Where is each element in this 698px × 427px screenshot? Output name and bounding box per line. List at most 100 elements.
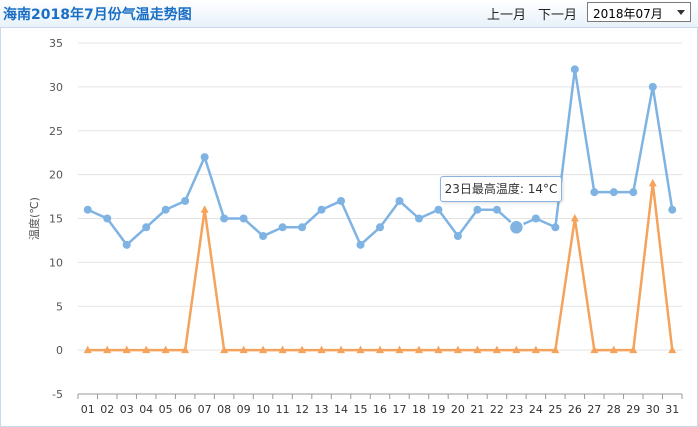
high-temp-point (492, 205, 501, 214)
high-temp-point (142, 223, 151, 232)
high-temp-point (590, 188, 599, 197)
x-tick-label: 10 (256, 403, 270, 416)
x-tick-label: 02 (100, 403, 114, 416)
y-tick-label: 15 (49, 213, 63, 226)
x-tick-label: 08 (217, 403, 231, 416)
y-tick-label: 35 (49, 37, 63, 50)
high-temp-point (453, 232, 462, 241)
y-tick-label: 20 (49, 169, 63, 182)
x-tick-label: 20 (451, 403, 465, 416)
low-temp-point (629, 345, 638, 354)
low-temp-point (570, 214, 579, 222)
low-temp-point (103, 345, 112, 354)
chevron-down-icon (677, 10, 685, 15)
high-temp-point (648, 82, 657, 91)
x-tick-label: 19 (431, 403, 445, 416)
x-tick-label: 17 (392, 403, 406, 416)
x-tick-label: 25 (548, 403, 562, 416)
x-tick-label: 27 (587, 403, 601, 416)
low-temp-point (590, 345, 599, 354)
low-temp-point (200, 205, 209, 213)
low-temp-point (609, 345, 618, 354)
next-month-link[interactable]: 下一月 (538, 8, 578, 23)
hover-tooltip: 23日最高温度: 14°C (440, 176, 562, 202)
low-temp-point (512, 345, 521, 354)
low-temp-point (531, 345, 540, 354)
x-tick-label: 29 (626, 403, 640, 416)
x-tick-label: 18 (412, 403, 426, 416)
y-tick-label: 5 (56, 300, 63, 313)
high-temp-point (473, 205, 482, 214)
y-tick-label: -5 (52, 388, 63, 401)
high-temp-point (83, 205, 92, 214)
high-temp-point (356, 240, 365, 249)
high-temp-point (395, 196, 404, 205)
x-tick-label: 31 (665, 403, 679, 416)
low-temp-point (395, 345, 404, 354)
x-tick-label: 24 (529, 403, 543, 416)
low-temp-point (668, 345, 677, 354)
low-temp-point (220, 345, 229, 354)
high-temp-point (161, 205, 170, 214)
x-tick-label: 06 (178, 403, 192, 416)
low-temp-point (298, 345, 307, 354)
high-temp-point (122, 240, 131, 249)
x-tick-label: 12 (295, 403, 309, 416)
x-tick-label: 16 (373, 403, 387, 416)
x-tick-label: 14 (334, 403, 348, 416)
prev-month-link[interactable]: 上一月 (487, 8, 527, 23)
high-temp-point (181, 196, 190, 205)
high-temp-point (376, 223, 384, 232)
low-temp-point (83, 345, 92, 354)
x-tick-label: 13 (315, 403, 329, 416)
y-tick-label: 0 (56, 344, 63, 357)
low-temp-point (492, 345, 501, 354)
low-temp-point (453, 345, 462, 354)
high-temp-point (317, 205, 326, 214)
y-tick-label: 30 (49, 81, 63, 94)
y-tick-label: 10 (49, 256, 63, 269)
low-temp-point (648, 178, 657, 187)
low-temp-point (337, 345, 346, 354)
month-select[interactable]: 2018年07月 (587, 2, 691, 22)
x-tick-label: 11 (276, 403, 290, 416)
high-temp-point (570, 65, 579, 74)
x-tick-label: 30 (646, 403, 660, 416)
x-tick-label: 23 (509, 403, 523, 416)
low-temp-point (161, 345, 170, 354)
high-temp-point (239, 214, 248, 223)
x-tick-label: 22 (490, 403, 504, 416)
high-temp-point (414, 214, 423, 223)
low-temp-point (122, 345, 131, 354)
high-temp-point (220, 214, 229, 223)
x-tick-label: 09 (237, 403, 251, 416)
high-temp-point (668, 205, 677, 214)
x-tick-label: 15 (354, 403, 368, 416)
low-temp-point (551, 345, 560, 354)
high-temp-point (103, 214, 112, 223)
x-tick-label: 05 (159, 403, 173, 416)
low-temp-point (356, 345, 365, 354)
high-temp-point (278, 223, 287, 232)
high-temp-point (551, 223, 560, 232)
x-tick-label: 01 (81, 403, 95, 416)
high-temp-point (629, 188, 638, 197)
high-temp-point (337, 196, 346, 205)
low-temp-point (181, 345, 190, 354)
high-temp-point (259, 232, 268, 241)
high-temp-point (531, 214, 540, 223)
low-temp-point (239, 345, 248, 354)
y-axis-title: 温度(℃) (27, 197, 41, 240)
low-temp-point (414, 345, 423, 354)
low-temp-point (259, 345, 268, 354)
high-temp-point (298, 223, 307, 232)
chart-header: 海南2018年7月份气温走势图 上一月 下一月 2018年07月 (0, 0, 698, 28)
x-tick-label: 26 (568, 403, 582, 416)
low-temp-point (142, 345, 151, 354)
x-tick-label: 28 (607, 403, 621, 416)
low-temp-point (317, 345, 326, 354)
low-temp-point (278, 345, 287, 354)
low-temp-point (473, 345, 482, 354)
